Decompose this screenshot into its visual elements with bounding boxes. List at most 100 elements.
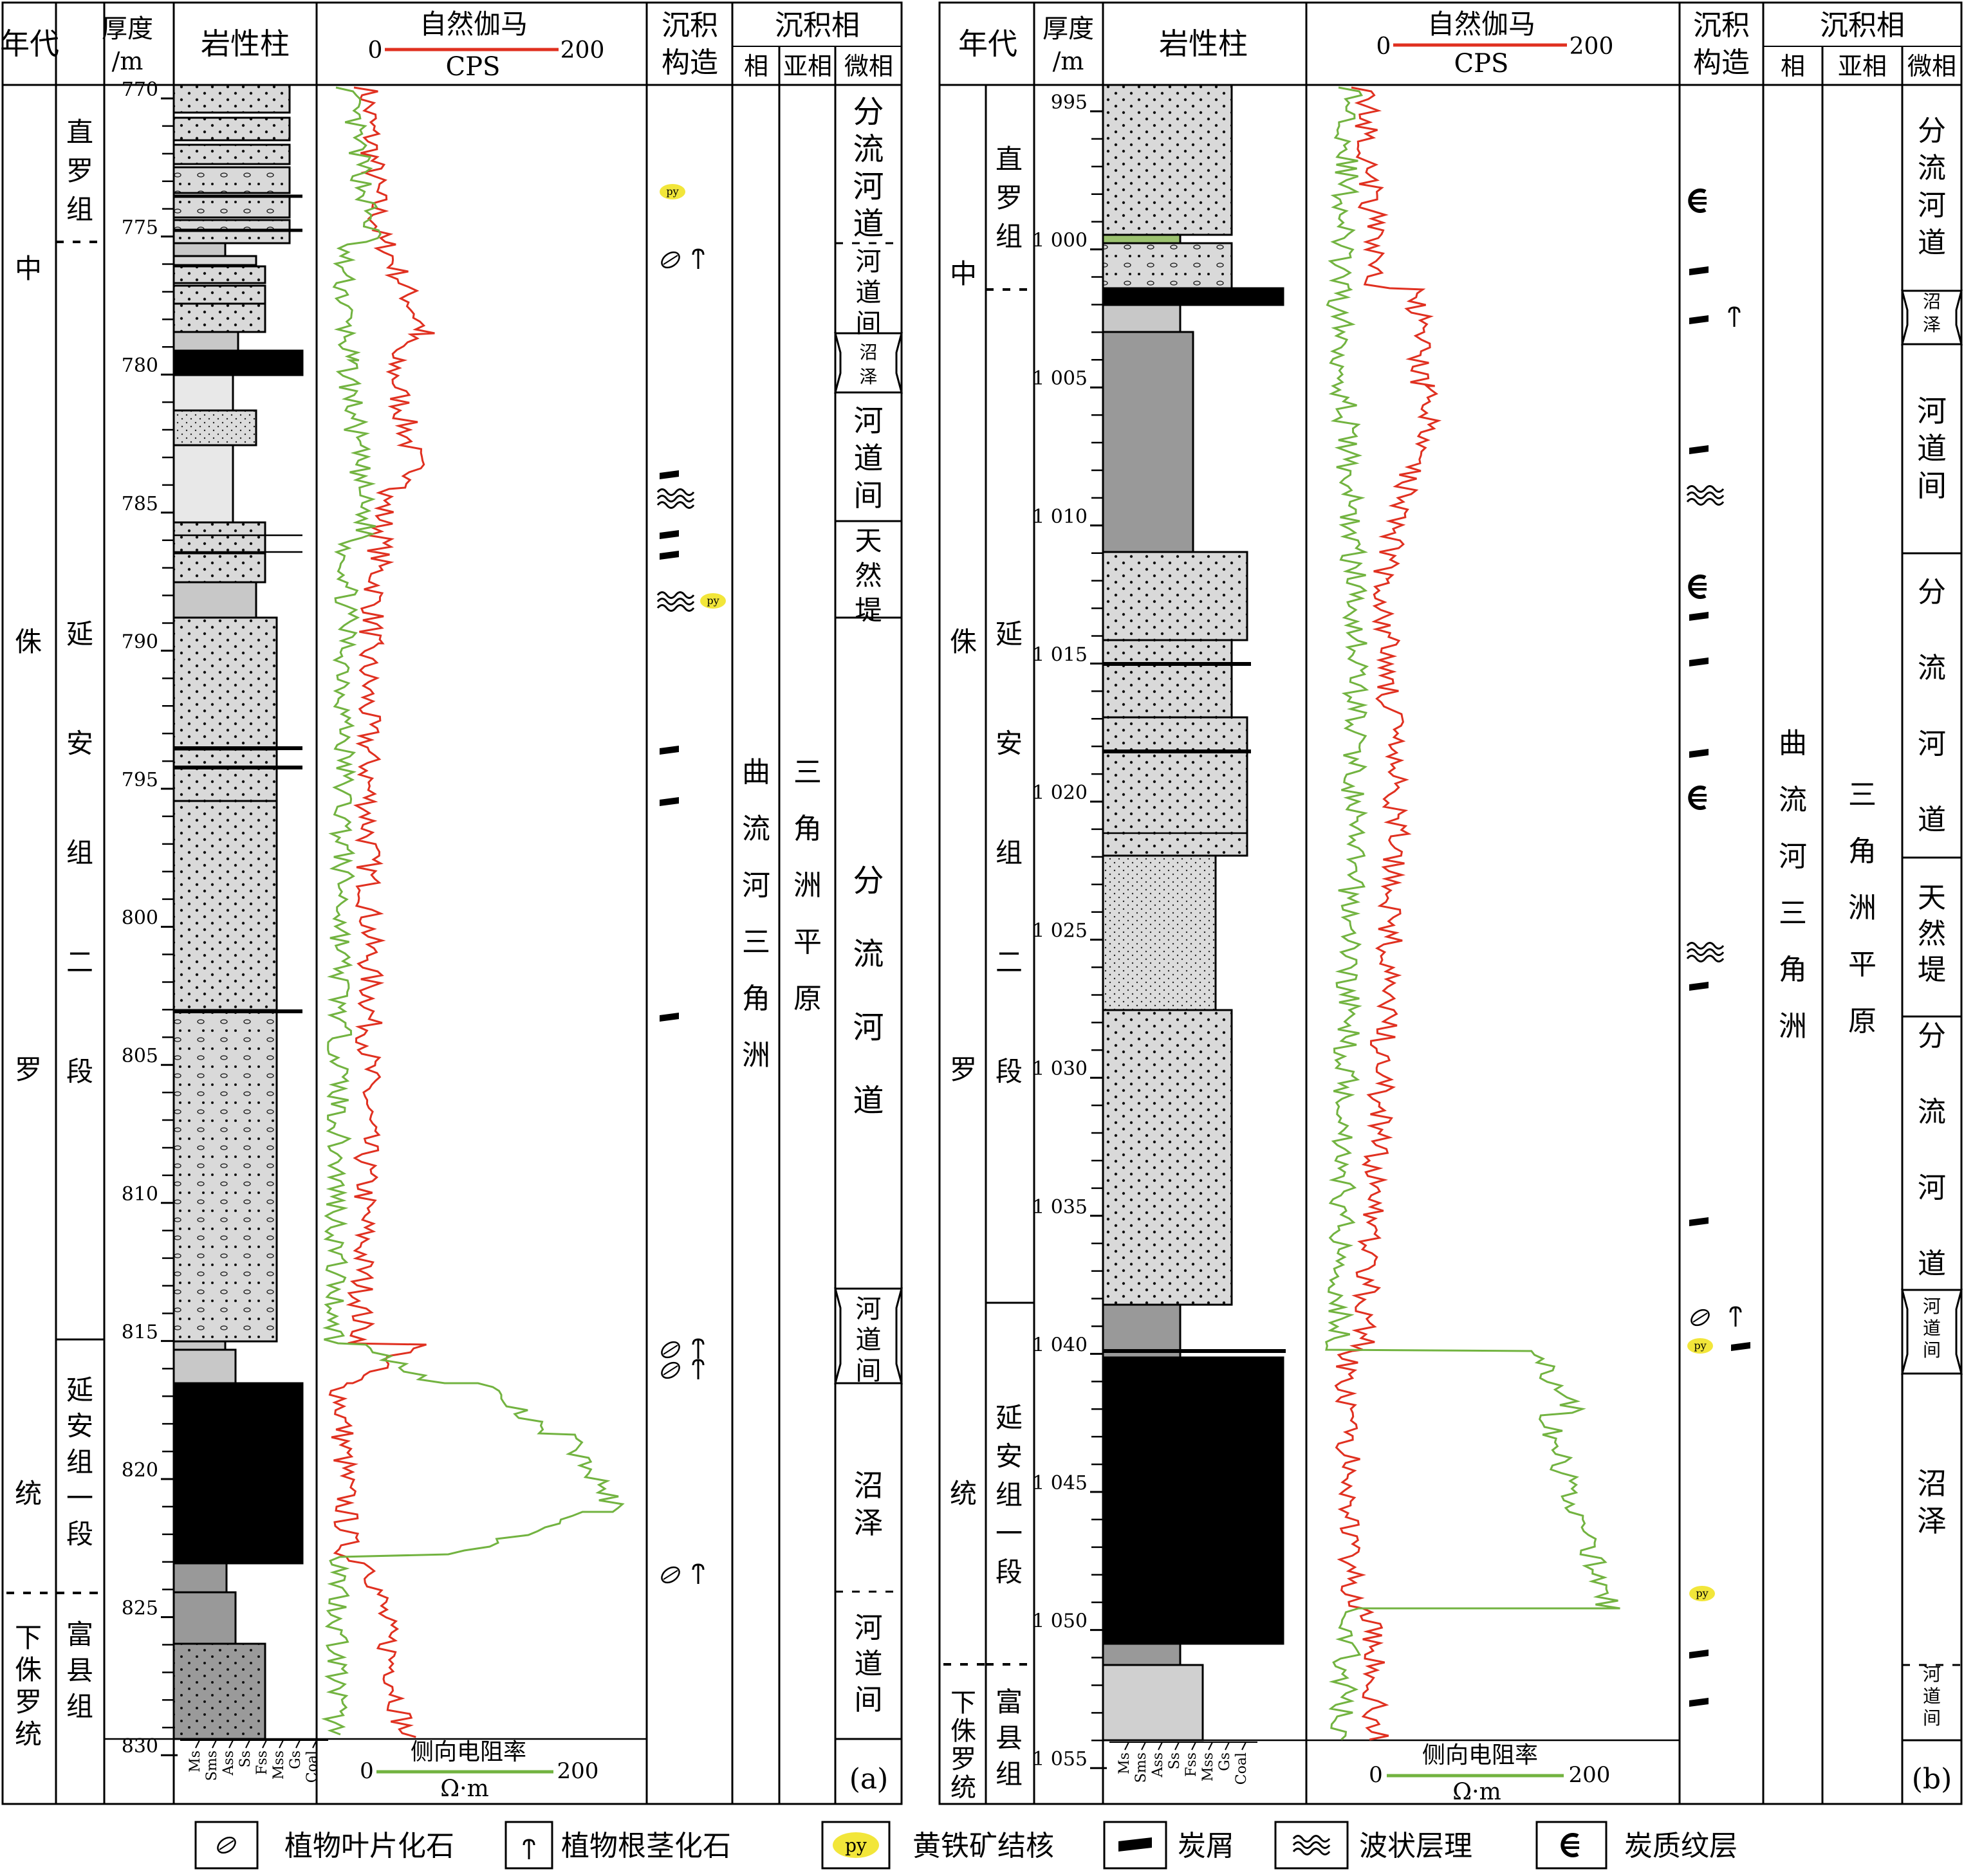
root-fossil-icon — [692, 1563, 705, 1584]
stacked-character: 统 — [15, 1718, 42, 1750]
lithology-bed — [172, 1340, 227, 1351]
microfacies-character: 间 — [1923, 1707, 1941, 1729]
stacked-character: 延 — [996, 1402, 1023, 1433]
depth-tick-label: 1 055 — [1032, 1748, 1088, 1770]
grain-size-label: Ms — [187, 1751, 203, 1772]
lithology-bed — [1102, 287, 1284, 306]
microfacies-character: 河 — [1918, 728, 1946, 760]
footer-resistivity-max: 200 — [557, 1758, 599, 1784]
pyrite-icon — [700, 593, 726, 609]
stacked-character: 段 — [66, 1056, 93, 1087]
microfacies-character: 河 — [1918, 189, 1946, 222]
footer-resistivity-min: 0 — [1369, 1762, 1383, 1788]
lithology-bed — [172, 374, 234, 412]
wavy-bedding-icon — [1292, 1835, 1331, 1843]
stacked-character: 组 — [66, 837, 93, 869]
header-facies-group: 沉积相 — [775, 9, 860, 42]
grain-size-tick — [1241, 1742, 1246, 1751]
depth-axis: 995 1 000 1 005 1 010 1 015 1 020 1 025 1 030 1 … — [1032, 91, 1107, 1775]
microfacies-character: 河 — [855, 1612, 883, 1644]
microfacies-character: 分 — [1918, 576, 1946, 609]
depth-tick-label: 800 — [122, 907, 158, 930]
lithology-bed — [1102, 84, 1233, 236]
microfacies-character: 流 — [1918, 1096, 1946, 1128]
gamma-log-curve — [328, 86, 435, 1738]
microfacies-character: 道 — [1923, 1318, 1941, 1339]
stacked-character: 安 — [996, 728, 1023, 759]
coal-debris-icon — [1689, 658, 1709, 667]
wavy-bedding-icon — [1292, 1848, 1331, 1855]
stacked-character: 二 — [66, 946, 93, 978]
grain-size-label: Gs — [1217, 1752, 1233, 1771]
footer-resistivity-unit: Ω·m — [1452, 1779, 1501, 1805]
legend-label: 植物叶片化石 — [284, 1830, 454, 1862]
series-label: 中 — [950, 258, 977, 290]
carbonaceous-lamina-icon — [1688, 786, 1707, 810]
header-structure: 沉积 — [662, 9, 718, 42]
legend-label: 炭质纹层 — [1624, 1830, 1737, 1862]
stacked-character: 组 — [66, 1691, 93, 1722]
formation-label: 直罗组 — [66, 116, 93, 225]
stacked-character: 三 — [793, 756, 822, 789]
series-label: 统 — [15, 1478, 42, 1509]
stacked-character: 延 — [66, 1374, 93, 1406]
microfacies-character: 然 — [1918, 917, 1946, 950]
legend-pyrite-text: py — [845, 1835, 867, 1856]
header-facies-group: 沉积相 — [1820, 9, 1905, 42]
header-gamma-min: 0 — [1376, 33, 1391, 60]
panel-tag: (a) — [849, 1763, 889, 1796]
wavy-bedding-icon — [656, 591, 695, 599]
stacked-character: 直 — [66, 116, 93, 148]
grain-size-tick — [1141, 1742, 1146, 1751]
stacked-character: 三 — [1779, 897, 1807, 930]
depth-tick-label: 1 045 — [1032, 1472, 1088, 1494]
stacked-character: 平 — [1848, 948, 1876, 981]
grain-size-axis: Ms Sms Ass Ss Fss Mss Gs Coal — [1109, 1742, 1257, 1785]
resistivity-log-curve — [321, 86, 625, 1736]
wavy-bedding-icon — [1686, 942, 1725, 950]
stacked-character: 县 — [996, 1722, 1023, 1754]
coal-debris-icon — [1689, 612, 1709, 621]
header-microfacies: 微相 — [1907, 52, 1956, 80]
pyrite-label: py — [707, 594, 719, 607]
grain-size-tick — [262, 1740, 267, 1749]
grain-size-tick — [279, 1740, 284, 1749]
stacked-character: 角 — [793, 813, 822, 845]
stacked-character: 洲 — [742, 1039, 770, 1072]
stacked-character: 安 — [66, 1410, 93, 1442]
grain-size-tick — [1208, 1742, 1213, 1751]
microfacies-box — [1901, 1289, 1963, 1375]
carbonaceous-lamina-icon — [1561, 1833, 1579, 1857]
header-depth-unit: /m — [1053, 47, 1084, 75]
header-gamma-title: 自然伽马 — [1427, 8, 1535, 40]
microfacies-character: 流 — [853, 131, 884, 167]
legend-label: 炭屑 — [1178, 1830, 1234, 1862]
stacked-character: 三 — [742, 926, 770, 959]
grain-size-label: Gs — [288, 1751, 304, 1769]
header-lithology: 岩性柱 — [201, 26, 290, 61]
footer-resistivity-max: 200 — [1569, 1762, 1611, 1788]
stacked-character: 一 — [66, 1482, 93, 1514]
depth-tick-label: 805 — [122, 1045, 158, 1067]
depth-tick-label: 1 025 — [1032, 920, 1088, 943]
grain-size-tick — [228, 1740, 234, 1749]
header-structure: 沉积 — [1693, 9, 1750, 42]
header-gamma-title: 自然伽马 — [420, 8, 528, 40]
stacked-character: 段 — [996, 1056, 1023, 1087]
panel-a: 年代 厚度 /m 岩性柱 自然伽马 0 200 CPS 沉积 构造 沉积相 相 … — [0, 1, 903, 1805]
stacked-character: 段 — [66, 1518, 93, 1550]
root-fossil-icon — [692, 248, 705, 269]
microfacies-character: 道 — [1918, 804, 1946, 836]
lithology-bed — [1102, 1009, 1233, 1306]
panel-tag: (b) — [1912, 1763, 1952, 1796]
depth-axis: 770 775 780 785 790 795 800 805 810 815 820 825 830 — [122, 78, 178, 1762]
stacked-character: 县 — [66, 1655, 93, 1686]
lithology-bed — [172, 242, 227, 257]
depth-tick-label: 1 010 — [1032, 506, 1088, 528]
grain-size-label: Ass — [1150, 1752, 1166, 1778]
microfacies-character: 天 — [855, 525, 882, 556]
